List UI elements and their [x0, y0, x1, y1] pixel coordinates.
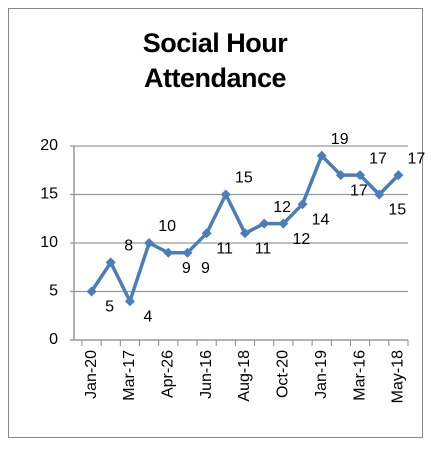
- data-label: 5: [105, 299, 114, 316]
- marker: [182, 247, 193, 258]
- data-label: 8: [124, 238, 133, 255]
- x-tick-label: Oct-20: [275, 350, 292, 398]
- x-tick-label: Jun-16: [198, 350, 215, 399]
- data-label: 9: [201, 260, 210, 277]
- chart-border: [8, 8, 423, 438]
- x-tick-label: Mar-17: [121, 350, 138, 401]
- x-tick-label: Apr-26: [160, 350, 177, 398]
- marker: [220, 189, 231, 200]
- marker: [240, 228, 250, 239]
- data-label: 9: [182, 260, 191, 277]
- marker: [374, 189, 385, 200]
- data-label: 11: [216, 241, 233, 258]
- x-tick-label: Mar-16: [351, 350, 368, 401]
- marker: [163, 247, 174, 258]
- marker: [278, 218, 289, 229]
- marker: [335, 170, 346, 181]
- data-label: 17: [369, 150, 387, 167]
- x-tick-label: May-18: [390, 350, 407, 403]
- y-tick-label: 5: [49, 283, 58, 300]
- data-label: 19: [331, 131, 349, 148]
- data-label: 15: [388, 202, 406, 219]
- chart-title: Social Hour Attendance: [142, 28, 288, 93]
- data-label: 15: [235, 170, 253, 187]
- marker: [86, 286, 97, 297]
- x-tick-label: Aug-18: [236, 350, 253, 402]
- marker: [201, 228, 212, 239]
- marker: [105, 257, 116, 268]
- marker: [124, 296, 135, 307]
- marker: [393, 170, 404, 181]
- marker: [297, 199, 308, 210]
- marker: [355, 170, 366, 181]
- data-label: 14: [312, 211, 330, 228]
- y-tick-label: 20: [40, 137, 58, 154]
- data-label: 17: [350, 182, 368, 199]
- data-label: 4: [143, 308, 152, 325]
- y-tick-label: 0: [49, 331, 58, 348]
- data-label: 17: [408, 150, 426, 167]
- data-label: 12: [292, 231, 310, 248]
- data-label: 12: [273, 199, 291, 216]
- y-tick-label: 15: [40, 186, 58, 203]
- y-tick-label: 10: [40, 234, 58, 251]
- x-tick-label: Jan-20: [83, 350, 100, 399]
- x-tick-label: Jan-19: [313, 350, 330, 399]
- data-label: 11: [255, 241, 272, 258]
- marker: [259, 218, 270, 229]
- marker: [144, 238, 155, 248]
- data-label: 10: [158, 218, 176, 235]
- marker: [316, 150, 327, 161]
